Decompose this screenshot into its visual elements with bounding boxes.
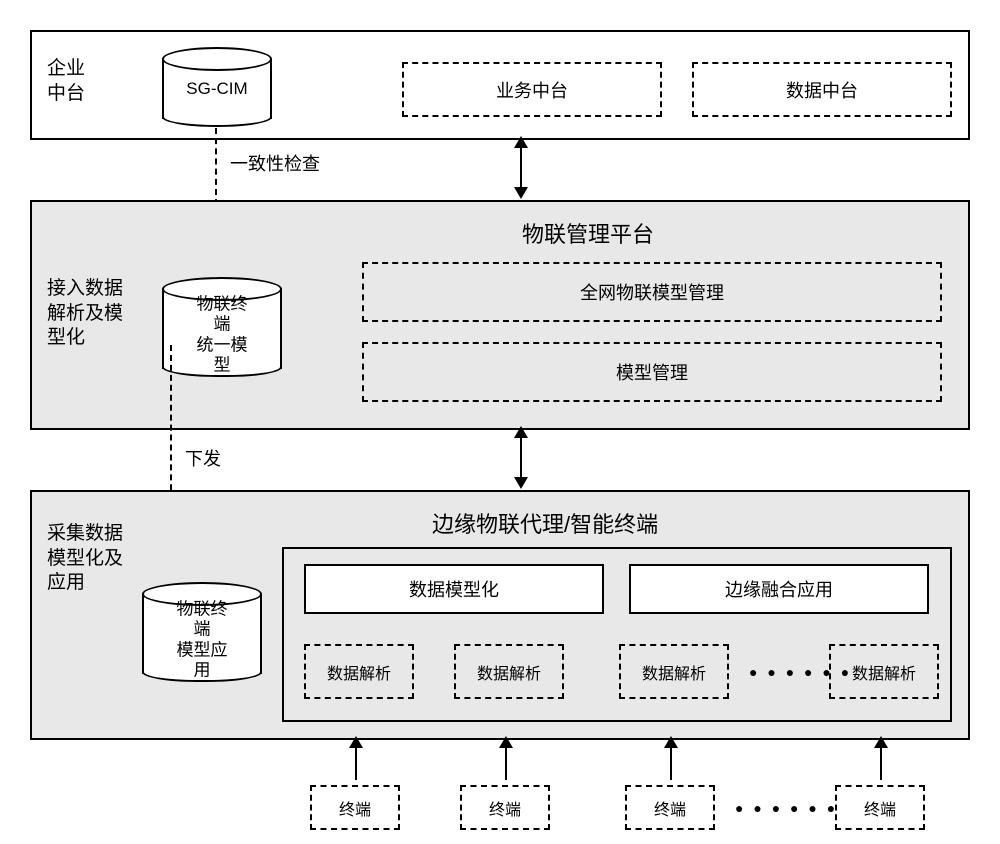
arrow-term-2 [505,745,507,780]
terminal-3: 终端 [625,785,715,830]
box-model-mgmt: 模型管理 [362,342,942,402]
arrow-term-3 [670,745,672,780]
inner-container: 数据模型化 边缘融合应用 数据解析 数据解析 数据解析 ● ● ● ● ● ● … [282,547,952,722]
layer3-side-label: 采集数据 模型化及 应用 [47,522,147,596]
box-business-platform: 业务中台 [402,62,662,117]
box-data-platform: 数据中台 [692,62,952,117]
label-dispatch: 下发 [185,445,221,471]
box-data-modeling: 数据模型化 [304,564,604,614]
terminal-2: 终端 [460,785,550,830]
iot-terminal-model-cylinder: 物联终端 统一模型 [162,277,282,377]
box-edge-fusion: 边缘融合应用 [629,564,929,614]
arrow-layer2-layer3 [520,435,522,480]
layer2-side-label: 接入数据 解析及模 型化 [47,277,147,351]
sg-cim-cylinder: SG-CIM [162,47,272,127]
layer2-title: 物联管理平台 [522,217,654,249]
box-network-model-mgmt: 全网物联模型管理 [362,262,942,322]
layer3-title: 边缘物联代理/智能终端 [432,507,658,539]
layer-edge-terminal: 采集数据 模型化及 应用 边缘物联代理/智能终端 物联终端 模型应用 数据模型化… [30,490,970,740]
iot-model-app-cylinder: 物联终端 模型应用 [142,582,262,682]
parse-4: 数据解析 [829,644,939,699]
arrow-term-4 [880,745,882,780]
arrow-layer1-layer2 [520,145,522,190]
parse-1: 数据解析 [304,644,414,699]
terminal-1: 终端 [310,785,400,830]
terminal-4: 终端 [835,785,925,830]
arrow-term-1 [355,745,357,780]
label-consistency: 一致性检查 [230,150,320,176]
layer1-side-label: 企业 中台 [47,57,97,106]
layer-enterprise: 企业 中台 SG-CIM 业务中台 数据中台 [30,30,970,140]
dots-terminals: ● ● ● ● ● ● [735,800,838,816]
parse-2: 数据解析 [454,644,564,699]
parse-3: 数据解析 [619,644,729,699]
